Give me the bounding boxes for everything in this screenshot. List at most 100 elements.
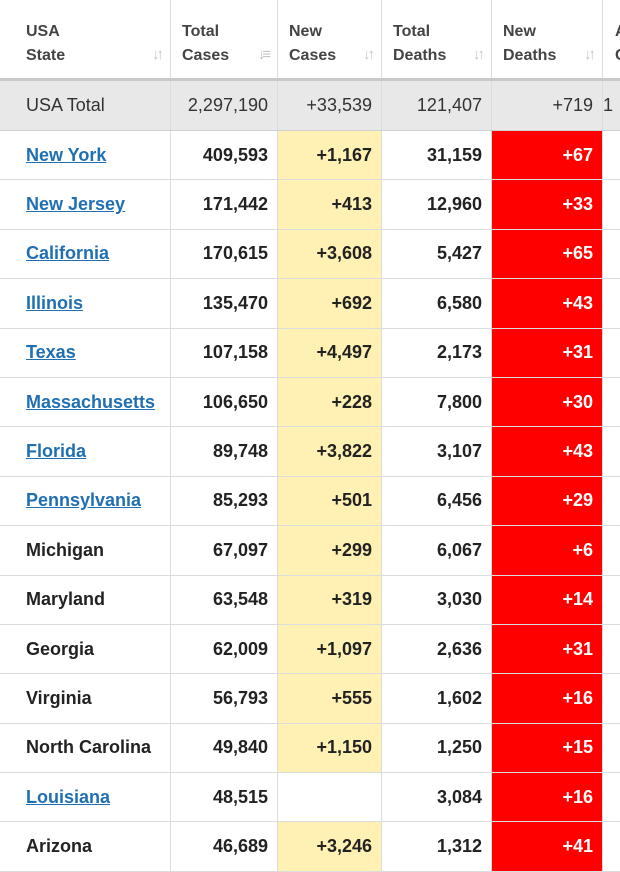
- usa-total-row: USA Total 2,297,190 +33,539 121,407 +719…: [0, 81, 620, 131]
- new-deaths-cell: +31: [492, 624, 603, 674]
- total-extra-cell: 1: [603, 95, 614, 115]
- total-cases-cell: 107,158: [171, 328, 278, 377]
- total-cases-cell: 46,689: [171, 822, 278, 871]
- header-truncated[interactable]: A C: [603, 0, 620, 78]
- new-deaths-cell: +43: [492, 279, 603, 328]
- table-row: Arizona 46,689 +3,246 1,312 +41: [0, 822, 620, 872]
- header-total-deaths[interactable]: Total Deaths ↓↑: [382, 0, 492, 78]
- total-cases-cell: 48,515: [171, 773, 278, 822]
- state-link[interactable]: New Jersey: [26, 194, 126, 215]
- new-cases-cell: +1,097: [278, 624, 382, 674]
- header-total-cases[interactable]: Total Cases ↓≡: [171, 0, 278, 78]
- table-row: Virginia 56,793 +555 1,602 +16: [0, 674, 620, 724]
- state-link[interactable]: Texas: [26, 342, 76, 363]
- header-new-cases[interactable]: New Cases ↓↑: [278, 0, 382, 78]
- new-cases-cell: +555: [278, 674, 382, 723]
- state-name: Georgia: [26, 638, 95, 659]
- truncated-cell: [603, 378, 620, 426]
- new-deaths-cell: +30: [492, 377, 603, 427]
- header-label-line1: A: [615, 20, 620, 44]
- header-label-line1: Total: [182, 23, 220, 40]
- total-deaths-cell: 6,067: [382, 526, 492, 575]
- total-deaths-cell: 6,580: [382, 279, 492, 328]
- table-header: USA State ↓↑ Total Cases ↓≡ New Cases ↓↑…: [0, 0, 620, 81]
- header-new-deaths[interactable]: New Deaths ↓↑: [492, 0, 603, 78]
- total-deaths-cell: 7,800: [382, 377, 492, 427]
- total-cases-cell: 63,548: [171, 575, 278, 624]
- state-cell: Illinois: [0, 279, 171, 328]
- new-cases-cell: +319: [278, 575, 382, 624]
- total-cases-cell: 62,009: [171, 624, 278, 674]
- total-deaths-cell: 1,602: [382, 674, 492, 723]
- state-cell: California: [0, 229, 171, 279]
- new-cases-cell: +413: [278, 180, 382, 229]
- header-label-line2: Deaths: [393, 47, 447, 64]
- state-name: Virginia: [26, 687, 92, 708]
- state-link[interactable]: Pennsylvania: [26, 490, 142, 511]
- table-row: Illinois 135,470 +692 6,580 +43: [0, 279, 620, 329]
- total-deaths-cell: 12,960: [382, 180, 492, 229]
- sort-icon[interactable]: ↓↑: [152, 46, 164, 63]
- sort-desc-icon[interactable]: ↓≡: [257, 46, 271, 63]
- header-label-line1: USA: [26, 23, 60, 40]
- total-cases-cell: 135,470: [171, 279, 278, 328]
- state-name: Michigan: [26, 539, 105, 560]
- table-row: Maryland 63,548 +319 3,030 +14: [0, 575, 620, 625]
- new-cases-cell: +1,167: [278, 131, 382, 180]
- state-name: North Carolina: [26, 737, 152, 758]
- total-cases-cell: 106,650: [171, 377, 278, 427]
- truncated-cell: [603, 230, 620, 278]
- new-cases-cell: +3,246: [278, 822, 382, 871]
- state-link[interactable]: New York: [26, 144, 107, 165]
- header-state[interactable]: USA State ↓↑: [0, 0, 171, 78]
- truncated-cell: [603, 427, 620, 475]
- state-link[interactable]: Louisiana: [26, 786, 111, 807]
- new-deaths-cell: +16: [492, 674, 603, 723]
- total-cases-cell: 171,442: [171, 180, 278, 229]
- new-cases-cell: +692: [278, 279, 382, 328]
- table-row: Texas 107,158 +4,497 2,173 +31: [0, 328, 620, 378]
- table-row: New Jersey 171,442 +413 12,960 +33: [0, 180, 620, 230]
- truncated-cell: [603, 477, 620, 525]
- state-cell: New York: [0, 131, 171, 180]
- truncated-cell: [603, 526, 620, 574]
- state-link[interactable]: Florida: [26, 441, 87, 462]
- new-cases-cell: +1,150: [278, 723, 382, 773]
- state-cell: New Jersey: [0, 180, 171, 229]
- total-cases-cell: 85,293: [171, 476, 278, 526]
- total-cases-cell: 67,097: [171, 526, 278, 575]
- table-row: Florida 89,748 +3,822 3,107 +43: [0, 427, 620, 477]
- total-new-cases-cell: +33,539: [278, 81, 382, 130]
- sort-icon[interactable]: ↓↑: [473, 46, 485, 63]
- total-deaths-cell: 31,159: [382, 131, 492, 180]
- truncated-cell: [603, 674, 620, 722]
- table-row: Massachusetts 106,650 +228 7,800 +30: [0, 377, 620, 428]
- state-cell: Georgia: [0, 624, 171, 674]
- total-deaths-cell: 3,084: [382, 773, 492, 822]
- total-deaths-cell: 1,312: [382, 822, 492, 871]
- total-cases-cell: 49,840: [171, 723, 278, 773]
- header-label-line2: Cases: [182, 47, 230, 64]
- header-label-line1: New: [503, 23, 536, 40]
- sort-icon[interactable]: ↓↑: [363, 46, 375, 63]
- state-cell: Virginia: [0, 674, 171, 723]
- state-link[interactable]: California: [26, 243, 110, 264]
- total-state-cell: USA Total: [0, 81, 171, 130]
- new-deaths-cell: +6: [492, 526, 603, 575]
- total-deaths-cell: 2,636: [382, 624, 492, 674]
- truncated-cell: [603, 131, 620, 179]
- new-cases-cell: +4,497: [278, 328, 382, 377]
- table-row: Louisiana 48,515 3,084 +16: [0, 773, 620, 823]
- truncated-cell: [603, 625, 620, 673]
- state-cell: Pennsylvania: [0, 476, 171, 526]
- truncated-cell: [603, 773, 620, 821]
- state-link[interactable]: Illinois: [26, 292, 84, 313]
- total-cases-cell: 56,793: [171, 674, 278, 723]
- total-deaths-cell: 1,250: [382, 723, 492, 773]
- table-row: Pennsylvania 85,293 +501 6,456 +29: [0, 476, 620, 527]
- sort-icon[interactable]: ↓↑: [584, 46, 596, 63]
- total-deaths-cell: 121,407: [382, 81, 492, 130]
- total-new-deaths-cell: +719: [492, 81, 603, 130]
- total-cases-cell: 2,297,190: [171, 81, 278, 130]
- state-link[interactable]: Massachusetts: [26, 391, 156, 412]
